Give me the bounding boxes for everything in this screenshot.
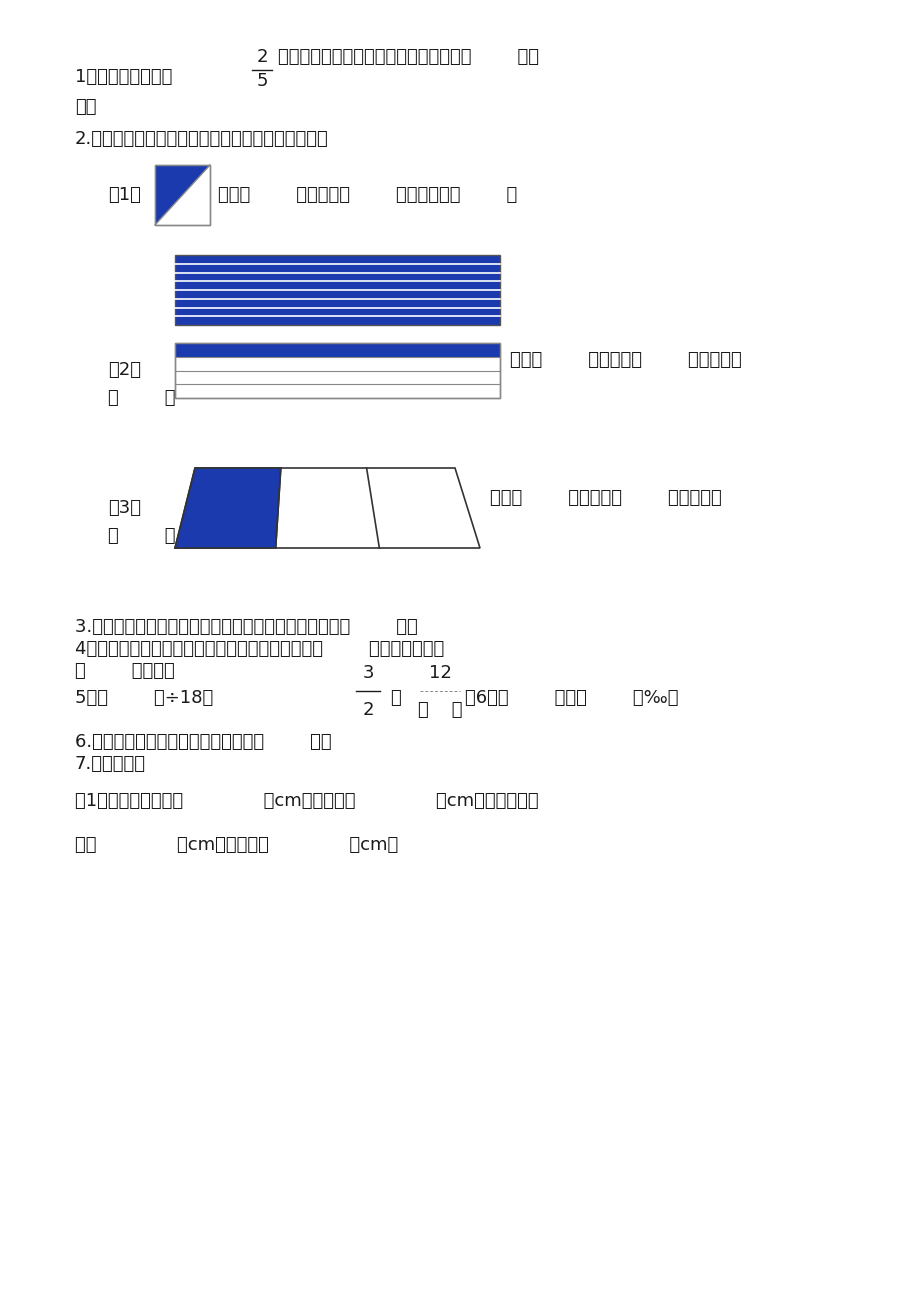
Text: 3.画一个直径为４厘米的圆，圆规两脚间的距离应该是（        ）。: 3.画一个直径为４厘米的圆，圆规两脚间的距离应该是（ ）。 — [75, 618, 417, 635]
Text: ，剩下的部分比吃了的多５千克，剩下（        ）千: ，剩下的部分比吃了的多５千克，剩下（ ）千 — [278, 48, 539, 66]
Text: （1）大圆的半径是（              ）cm，直径是（              ）cm；小圆的半径: （1）大圆的半径是（ ）cm，直径是（ ）cm；小圆的半径 — [75, 792, 538, 810]
Polygon shape — [154, 165, 210, 225]
Text: 小数（        ），分数（        ），百分数: 小数（ ），分数（ ），百分数 — [509, 352, 741, 370]
Text: 小数（        ），分数（        ），百分数: 小数（ ），分数（ ），百分数 — [490, 490, 721, 506]
Text: 5．（        ）÷18＝: 5．（ ）÷18＝ — [75, 689, 213, 707]
Bar — [175, 342, 499, 398]
Bar — [154, 165, 210, 225]
Text: ＝6：（        ）＝（        ）‰。: ＝6：（ ）＝（ ）‰。 — [464, 689, 678, 707]
Text: 2: 2 — [256, 48, 267, 66]
Bar — [175, 255, 499, 326]
Text: 克。: 克。 — [75, 98, 96, 116]
Bar — [175, 342, 499, 357]
Bar — [154, 165, 210, 225]
Bar — [175, 342, 499, 398]
Text: ＝: ＝ — [390, 689, 401, 707]
Text: 3: 3 — [362, 664, 373, 682]
Text: （2）: （2） — [108, 362, 141, 379]
Text: 是（              ）cm，直径是（              ）cm；: 是（ ）cm，直径是（ ）cm； — [75, 836, 398, 854]
Text: （        ）: （ ） — [108, 389, 176, 408]
Text: 12: 12 — [428, 664, 451, 682]
Text: （        ）: （ ） — [108, 527, 176, 546]
Text: 小数（        ），分数（        ），百分数（        ）: 小数（ ），分数（ ），百分数（ ） — [218, 186, 516, 204]
Text: （    ）: （ ） — [417, 700, 461, 719]
Polygon shape — [175, 467, 280, 548]
Text: 4．一个圆形的笔筒的半径是８厘米，它的直径是（        ）厘米，周长是: 4．一个圆形的笔筒的半径是８厘米，它的直径是（ ）厘米，周长是 — [75, 641, 444, 658]
Text: 6.时钟的分针转动一周形成的图形是（        ）。: 6.时钟的分针转动一周形成的图形是（ ）。 — [75, 733, 331, 751]
Text: 2.用分数、小数、百分数表示下面阴影部分的面积。: 2.用分数、小数、百分数表示下面阴影部分的面积。 — [75, 130, 328, 148]
Text: 1．一袋大米，吃了: 1．一袋大米，吃了 — [75, 68, 172, 86]
Text: 7.看图填空。: 7.看图填空。 — [75, 755, 146, 773]
Text: 5: 5 — [256, 72, 267, 90]
Text: （        ）厘米。: （ ）厘米。 — [75, 661, 175, 680]
Text: （3）: （3） — [108, 499, 141, 517]
Polygon shape — [175, 467, 480, 548]
Text: （1）: （1） — [108, 186, 141, 204]
Text: 2: 2 — [362, 700, 373, 719]
